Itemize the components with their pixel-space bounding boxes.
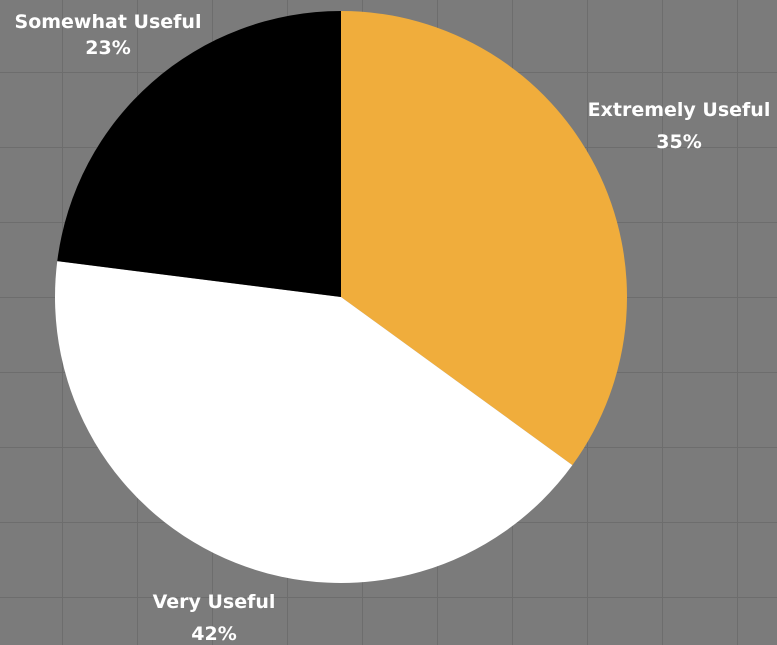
slice-label: Very Useful xyxy=(153,591,276,613)
slice-value-label: 42% xyxy=(191,623,236,645)
slice-value-label: 23% xyxy=(85,37,130,59)
pie-slices xyxy=(55,11,628,583)
pie-slice-very-useful xyxy=(55,261,573,583)
slice-label: Extremely Useful xyxy=(588,99,771,121)
pie-labels: Extremely Useful 35% Very Useful 42% Somewha… xyxy=(15,11,771,645)
slice-label: Somewhat Useful xyxy=(15,11,202,33)
pie-slice-somewhat-useful xyxy=(57,11,341,297)
slice-value-label: 35% xyxy=(656,131,701,153)
pie-slice-extremely-useful xyxy=(341,11,628,466)
